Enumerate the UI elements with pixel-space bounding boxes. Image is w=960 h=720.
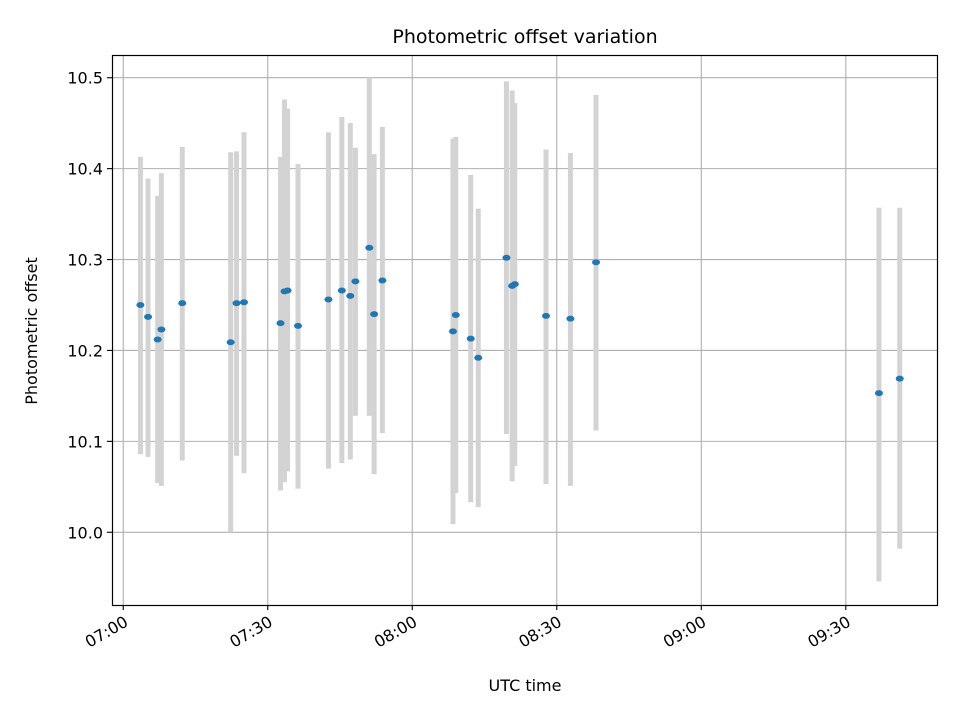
data-point — [874, 390, 883, 397]
y-axis-label: Photometric offset — [22, 257, 41, 405]
data-point — [451, 312, 460, 318]
y-tick-label: 10.0 — [67, 523, 103, 542]
data-point — [370, 311, 379, 318]
data-points — [136, 244, 904, 397]
data-point — [294, 322, 303, 329]
data-point — [346, 292, 355, 299]
y-tick-label: 10.3 — [67, 251, 103, 270]
grid — [112, 55, 937, 605]
y-tick-label: 10.1 — [67, 432, 103, 451]
data-point — [592, 259, 601, 266]
data-point — [153, 336, 162, 343]
data-point — [365, 244, 374, 251]
y-tick-label: 10.4 — [67, 160, 103, 179]
data-point — [895, 375, 904, 382]
data-point — [144, 313, 153, 320]
plot-frame — [111, 54, 939, 607]
data-point — [502, 254, 511, 261]
y-axis-ticks: 10.0 10.1 10.2 10.3 10.4 10.5 — [67, 69, 112, 542]
y-tick-label: 10.5 — [67, 69, 103, 88]
data-point — [178, 300, 187, 307]
data-point — [324, 296, 333, 303]
data-point — [157, 326, 166, 333]
data-point — [239, 299, 248, 306]
data-point — [466, 335, 475, 342]
data-point — [136, 302, 145, 308]
data-point — [542, 312, 551, 319]
data-point — [448, 328, 457, 335]
data-point — [474, 354, 483, 361]
y-tick-label: 10.2 — [67, 341, 103, 360]
data-point — [351, 278, 360, 285]
data-point — [510, 281, 519, 288]
data-point — [566, 315, 575, 322]
data-point — [337, 287, 346, 294]
data-point — [283, 287, 292, 294]
data-point — [276, 320, 285, 327]
data-point — [378, 277, 387, 284]
data-point — [226, 339, 235, 346]
data-point — [232, 300, 241, 307]
x-axis-label: UTC time — [489, 676, 562, 695]
chart-title: Photometric offset variation — [392, 26, 657, 48]
